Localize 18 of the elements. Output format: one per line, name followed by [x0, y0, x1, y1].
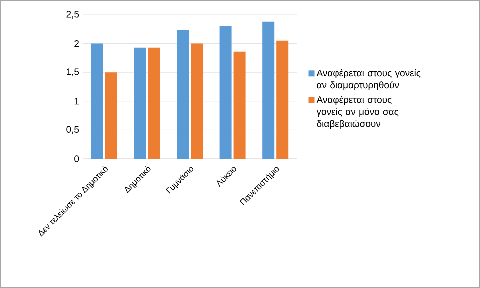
bar — [220, 26, 232, 159]
bar — [191, 44, 203, 159]
bar — [134, 48, 146, 159]
y-tick-label: 2 — [74, 40, 80, 48]
y-tick-label: 2,5 — [66, 11, 80, 19]
bar — [91, 44, 104, 159]
bar — [105, 72, 118, 159]
bar — [148, 48, 160, 159]
y-tick-label: 1,5 — [66, 68, 80, 76]
bar — [234, 52, 246, 159]
y-tick-label: 1 — [74, 98, 80, 105]
bar — [262, 22, 275, 159]
y-tick-label: 0,5 — [66, 126, 80, 134]
bar — [177, 30, 189, 159]
bar — [276, 40, 289, 159]
legend-label: Αναφέρεται στους γονείς αν διαμαρτυρηθούν — [316, 69, 421, 90]
y-tick-label: 0 — [74, 156, 80, 162]
legend-label: Αναφέρεται στους γονείς αν μόνο σας διαβεβαιώσουν — [316, 96, 399, 130]
